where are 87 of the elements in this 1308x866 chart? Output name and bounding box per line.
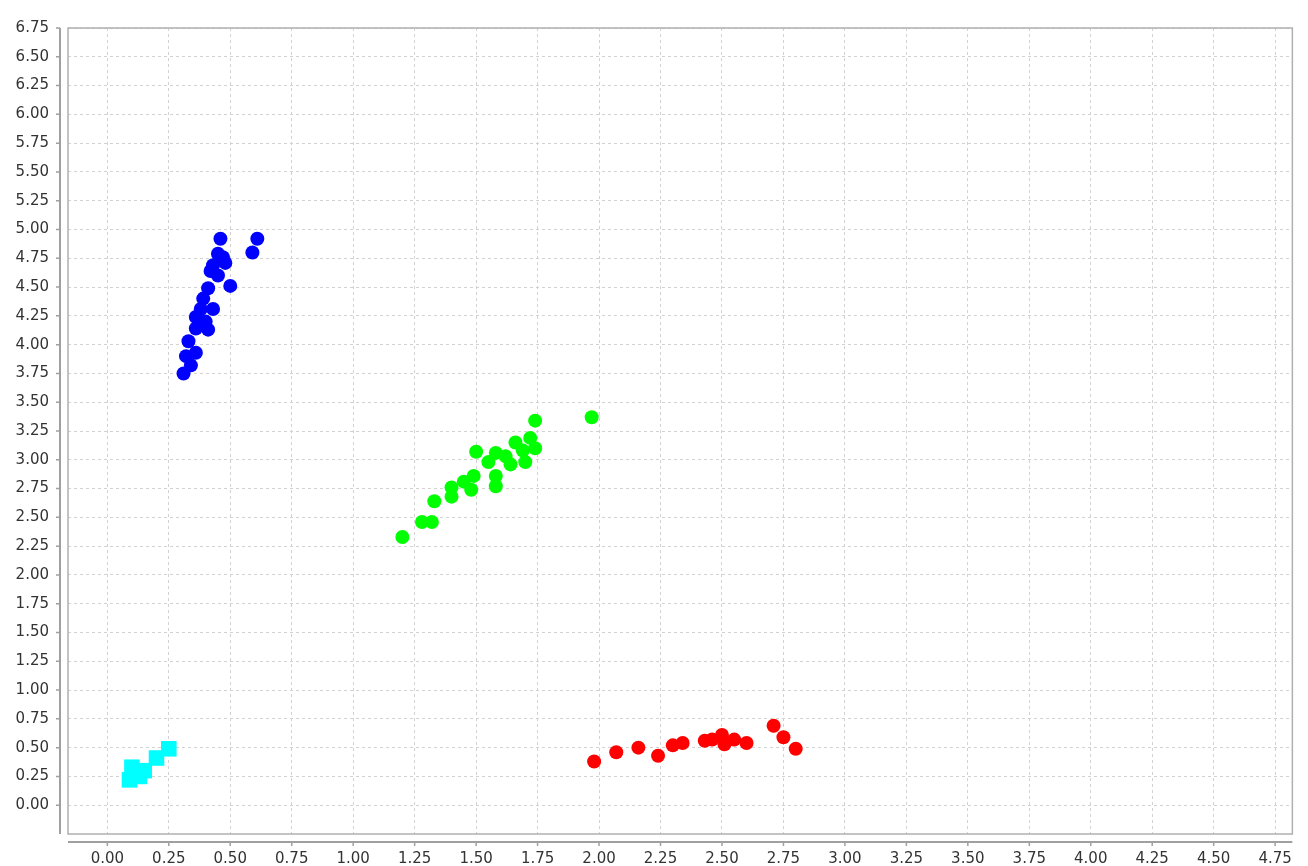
point [176, 366, 191, 381]
y-tick-label: 3.25 [15, 420, 49, 439]
y-tick-label: 2.00 [15, 564, 49, 583]
y-tick-label: 0.75 [15, 708, 49, 727]
point [776, 730, 791, 745]
x-tick-label: 3.75 [1012, 848, 1046, 866]
point [148, 750, 165, 766]
point [213, 231, 228, 246]
point [201, 281, 216, 296]
x-tick-label: 1.75 [520, 848, 555, 866]
x-tick-label: 0.75 [275, 848, 309, 866]
point [395, 529, 410, 544]
x-tick-label: 2.00 [582, 848, 616, 866]
y-tick-label: 6.25 [15, 75, 49, 94]
y-tick-label: 6.50 [15, 46, 49, 65]
point [427, 494, 442, 509]
point [584, 410, 599, 425]
y-tick-label: 1.75 [15, 593, 49, 612]
y-tick-label: 6.00 [15, 104, 49, 123]
y-tick-label: 3.50 [15, 392, 49, 411]
y-tick-label: 3.00 [15, 449, 49, 468]
y-tick-label: 2.25 [15, 536, 49, 555]
point [727, 732, 742, 747]
point [587, 754, 602, 769]
point [675, 736, 690, 751]
point [651, 748, 666, 763]
x-tick-label: 4.50 [1196, 848, 1231, 866]
point [444, 489, 459, 504]
point [181, 334, 196, 349]
y-tick-label: 4.75 [15, 248, 49, 267]
x-tick-label: 0.25 [152, 848, 186, 866]
x-tick-label: 1.50 [459, 848, 493, 866]
x-tick-label: 3.50 [951, 848, 985, 866]
x-tick-label: 4.00 [1074, 848, 1108, 866]
y-tick-label: 5.75 [15, 133, 49, 152]
point [161, 741, 177, 757]
point [188, 321, 203, 336]
y-tick-label: 5.50 [15, 161, 49, 180]
x-tick-label: 3.00 [828, 848, 862, 866]
x-tick-label: 0.50 [213, 848, 247, 866]
y-tick-label: 2.50 [15, 507, 49, 526]
point [469, 444, 484, 459]
x-tick-label: 2.75 [766, 848, 801, 866]
y-tick-label: 4.00 [15, 334, 49, 353]
y-tick-label: 1.50 [15, 622, 49, 641]
point [210, 268, 225, 283]
point [528, 413, 543, 428]
point [788, 741, 803, 756]
point [528, 441, 543, 456]
x-tick-label: 2.25 [643, 848, 678, 866]
y-tick-label: 3.75 [15, 363, 49, 382]
y-tick-label: 0.00 [15, 795, 49, 814]
point [218, 255, 233, 270]
point [250, 231, 265, 246]
y-tick-label: 5.00 [15, 219, 49, 238]
point [245, 245, 260, 260]
point [223, 278, 238, 293]
point [766, 718, 781, 733]
point [488, 479, 503, 494]
x-tick-label: 1.00 [336, 848, 370, 866]
point [631, 740, 646, 755]
y-tick-label: 4.25 [15, 305, 49, 324]
point [498, 449, 513, 464]
point [206, 301, 221, 316]
point [515, 443, 530, 458]
point [466, 468, 481, 483]
y-tick-label: 0.50 [15, 737, 49, 756]
x-tick-label: 2.50 [705, 848, 739, 866]
y-tick-label: 2.75 [15, 478, 49, 497]
x-tick-label: 1.25 [397, 848, 432, 866]
point [739, 736, 754, 751]
point [464, 482, 479, 497]
y-tick-label: 1.00 [15, 679, 49, 698]
point [481, 455, 496, 470]
x-tick-label: 4.25 [1135, 848, 1169, 866]
y-tick-label: 4.50 [15, 276, 49, 295]
y-tick-label: 5.25 [15, 190, 49, 209]
point [609, 745, 624, 760]
y-tick-label: 0.25 [15, 766, 49, 785]
point [201, 322, 216, 337]
y-tick-label: 1.25 [15, 651, 49, 670]
x-tick-label: 4.75 [1258, 848, 1292, 866]
point [518, 455, 533, 470]
x-tick-label: 3.25 [889, 848, 924, 866]
point [523, 430, 538, 445]
x-tick-label: 0.00 [90, 848, 125, 866]
y-tick-label: 6.75 [15, 17, 49, 36]
